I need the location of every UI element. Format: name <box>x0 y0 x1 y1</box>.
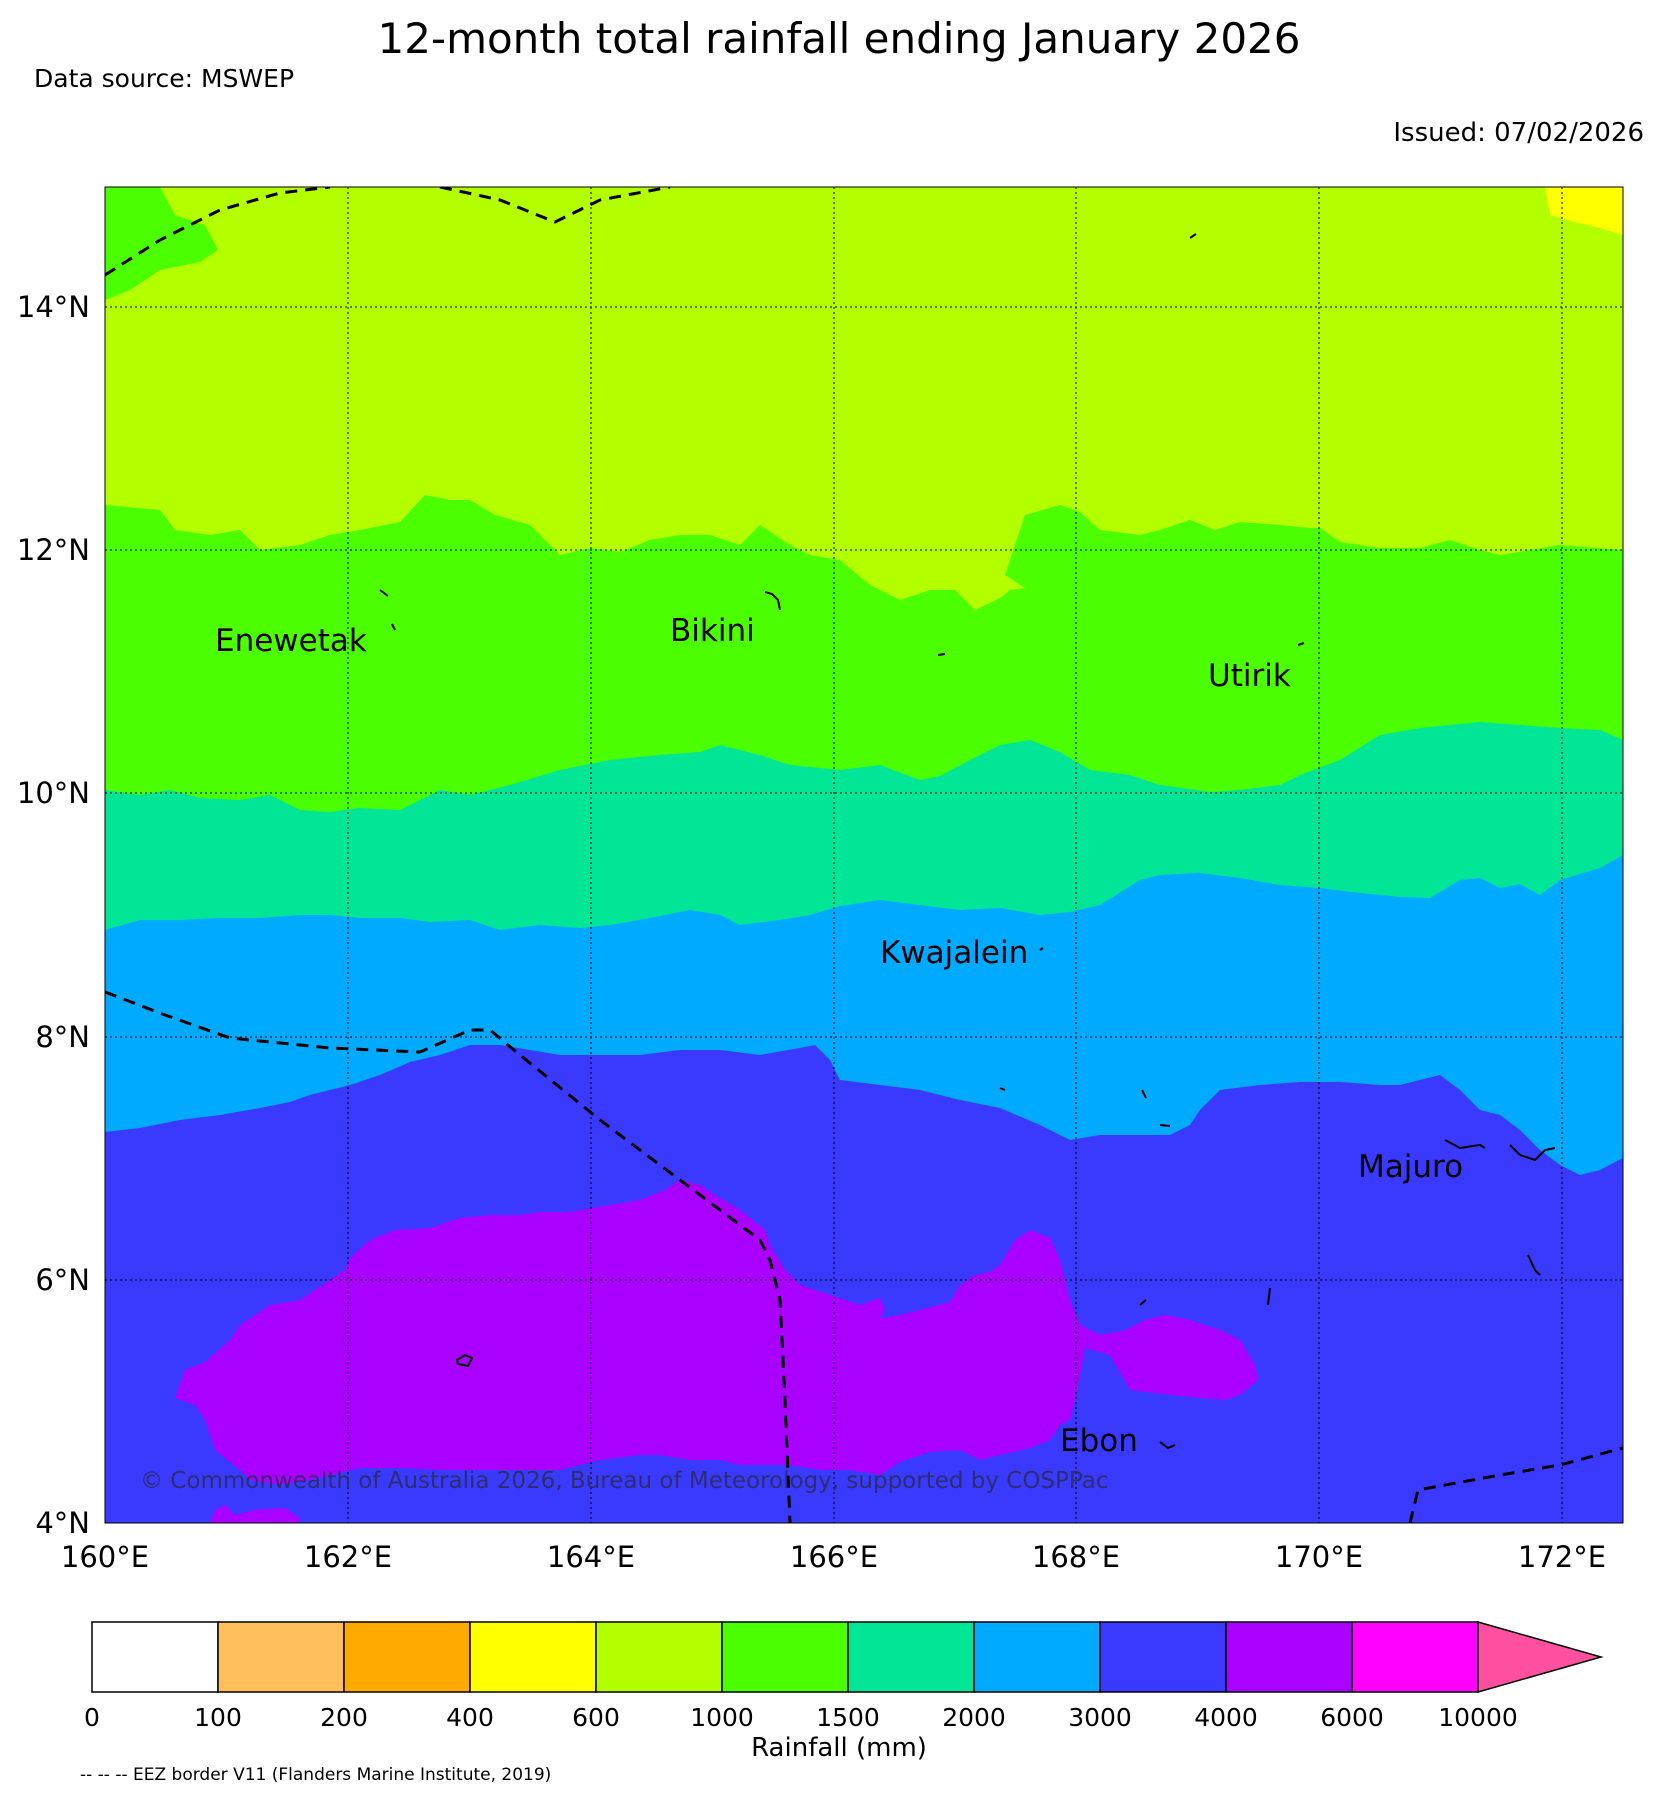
y-tick-label: 10°N <box>17 776 90 810</box>
eez-legend-note: -- -- -- EEZ border V11 (Flanders Marine… <box>80 1765 552 1785</box>
place-label-utirik: Utirik <box>1208 658 1291 694</box>
x-tick-label: 162°E <box>304 1540 392 1574</box>
data-source: Data source: MSWEP <box>34 64 295 93</box>
issued-date: Issued: 07/02/2026 <box>1393 118 1644 148</box>
copyright-notice: © Commonwealth of Australia 2026, Bureau… <box>140 1468 1109 1494</box>
place-label-kwajalein: Kwajalein <box>880 935 1028 971</box>
place-label-ebon: Ebon <box>1060 1423 1138 1459</box>
y-tick-label: 12°N <box>17 533 90 567</box>
x-tick-label: 170°E <box>1275 1540 1363 1574</box>
place-label-majuro: Majuro <box>1358 1149 1463 1185</box>
x-tick-label: 168°E <box>1032 1540 1120 1574</box>
y-tick-label: 6°N <box>35 1263 90 1297</box>
y-tick-label: 4°N <box>35 1506 90 1540</box>
x-tick-label: 172°E <box>1518 1540 1606 1574</box>
y-tick-label: 14°N <box>17 290 90 324</box>
x-tick-label: 160°E <box>61 1540 149 1574</box>
map-grid <box>105 187 1623 1523</box>
zone-4000-6000-bottom <box>210 1505 300 1523</box>
eez-border <box>105 187 1623 1523</box>
zone-1000-1500-top-left <box>105 187 218 300</box>
place-label-bikini: Bikini <box>670 613 755 649</box>
colorbar-title: Rainfall (mm) <box>751 1733 927 1763</box>
map-title: 12-month total rainfall ending January 2… <box>377 14 1301 63</box>
map-frame <box>104 186 1624 1524</box>
zone-4000-6000 <box>175 1180 1258 1485</box>
place-label-enewetak: Enewetak <box>215 623 367 659</box>
island-outlines <box>379 233 1556 1450</box>
y-tick-label: 8°N <box>35 1020 90 1054</box>
x-tick-label: 166°E <box>790 1540 878 1574</box>
x-tick-label: 164°E <box>547 1540 635 1574</box>
zone-400-600 <box>1545 187 1623 235</box>
